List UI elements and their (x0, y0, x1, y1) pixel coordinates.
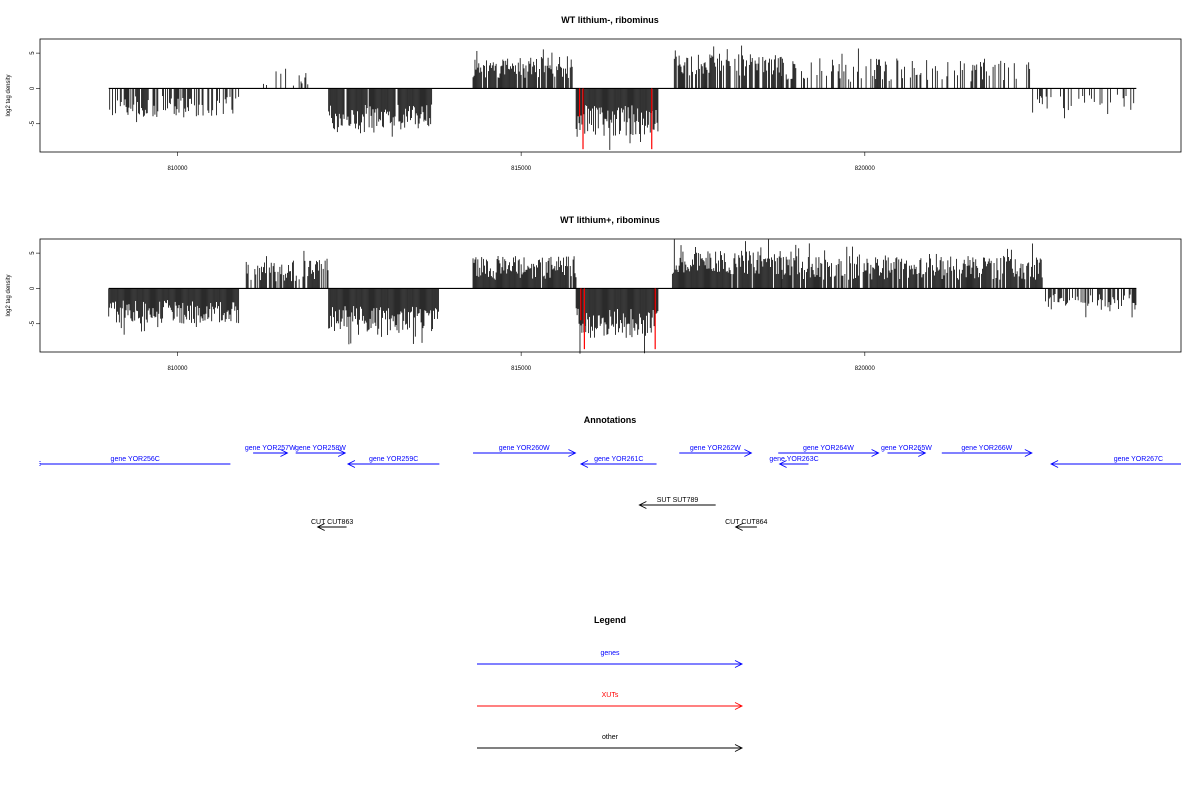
legend-item-genes: genes (477, 650, 744, 668)
feature-arrowhead (1050, 460, 1059, 468)
feature-gene-yor261c: gene YOR261C (579, 456, 657, 468)
feature-arrowhead (744, 449, 753, 457)
annotations-title: Annotations (584, 415, 637, 425)
feature-arrowhead (568, 449, 577, 457)
feature-label: gene YOR261C (594, 456, 643, 463)
legend-item-other: other (477, 734, 744, 752)
feature-gene-yor266w: gene YOR266W (941, 445, 1033, 457)
feature-cut-cut864: CUT CUT864 (725, 519, 767, 531)
feature-gene-yor265w: gene YOR265W (881, 445, 932, 457)
feature-label: gene YOR258W (295, 445, 346, 452)
feature-sut-sut789: SUT SUT789 (638, 497, 716, 509)
feature-label: gene YOR267C (1114, 456, 1163, 463)
feature-label: gene YOR262W (690, 445, 741, 452)
x-tick-label: 810000 (167, 166, 188, 172)
legend-panel: Legend genes XUTs other (477, 615, 744, 752)
y-tick-label: 5 (30, 251, 36, 255)
feature-label: gene YOR259C (369, 456, 418, 463)
y-tick-label: 0 (30, 286, 36, 290)
panel-lithium-minus: WT lithium-, ribominus 5 0 -5 log2 tag densi… (6, 15, 1182, 172)
feature-arrowhead (734, 523, 743, 531)
feature-arrowhead (1024, 449, 1033, 457)
feature-label: SUT SUT789 (657, 497, 699, 504)
feature-label: CUT CUT864 (725, 519, 767, 526)
feature-arrowhead (778, 460, 787, 468)
feature-label: gene YOR260W (499, 445, 550, 452)
plot-frame (39, 238, 1182, 353)
legend-title: Legend (594, 615, 626, 625)
feature-cut-cut863: CUT CUT863 (311, 519, 353, 531)
legend-arrowhead (734, 744, 744, 752)
feature-gene-yor256c: gene YOR256C (39, 456, 231, 467)
legend-label: XUTs (602, 692, 619, 699)
feature-gene-yor257w: gene YOR257W (245, 445, 296, 457)
feature-arrowhead (346, 460, 356, 468)
feature-label: gene YOR266W (961, 445, 1012, 452)
feature-arrowhead (316, 523, 325, 531)
legend-arrowhead (734, 702, 744, 710)
coverage-bars (109, 45, 1135, 150)
legend-label: other (602, 734, 619, 741)
feature-arrowhead (337, 449, 347, 457)
plot-frame (39, 38, 1182, 153)
y-tick-label: 0 (30, 86, 36, 90)
feature-gene-yor262w: gene YOR262W (679, 445, 753, 457)
x-tick-label: 820000 (855, 366, 876, 372)
x-tick-label: 810000 (167, 366, 188, 372)
feature-label: gene YOR257W (245, 445, 296, 452)
panel-lithium-plus: WT lithium+, ribominus 5 0 -5 log2 tag densi… (6, 215, 1182, 372)
feature-arrowhead (918, 449, 927, 457)
feature-gene-yor263c: gene YOR263C (769, 456, 819, 468)
feature-label: gene YOR263C (769, 456, 818, 463)
y-axis-label: log2 tag density (6, 274, 12, 316)
legend-item-xuts: XUTs (477, 692, 744, 710)
chart-title: WT lithium-, ribominus (561, 15, 659, 25)
feature-label: CUT CUT863 (311, 519, 353, 526)
feature-label: gene YOR265W (881, 445, 932, 452)
legend-label: genes (600, 650, 620, 657)
feature-gene-yor258w: gene YOR258W (295, 445, 346, 457)
x-tick-label: 820000 (855, 166, 876, 172)
feature-arrowhead (638, 501, 647, 509)
feature-arrowhead (579, 460, 589, 468)
y-tick-label: -5 (30, 320, 36, 326)
feature-arrowhead (280, 449, 289, 457)
legend-arrowhead (734, 660, 744, 668)
feature-arrowhead (871, 449, 880, 457)
feature-gene-yor267c: gene YOR267C (1050, 456, 1181, 468)
x-tick-label: 815000 (511, 366, 532, 372)
feature-gene-yor259c: gene YOR259C (346, 456, 440, 468)
y-tick-label: -5 (30, 120, 36, 126)
feature-label: gene YOR256C (111, 456, 160, 463)
x-tick-label: 815000 (511, 166, 532, 172)
coverage-bars (108, 239, 1137, 354)
feature-label: gene YOR264W (803, 445, 854, 452)
y-axis-label: log2 tag density (6, 74, 12, 116)
feature-gene-yor260w: gene YOR260W (473, 445, 577, 457)
chart-title: WT lithium+, ribominus (560, 215, 660, 225)
feature-gene-yor264w: gene YOR264W (778, 445, 880, 457)
y-tick-label: 5 (30, 51, 36, 55)
